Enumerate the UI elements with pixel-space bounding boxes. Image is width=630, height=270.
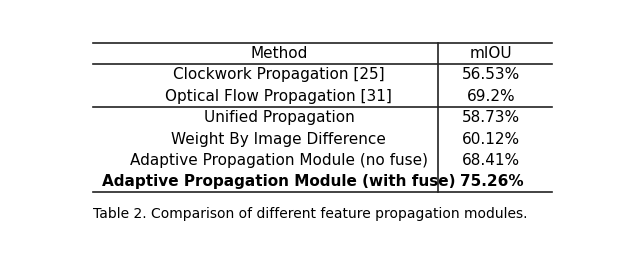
Text: 75.26%: 75.26% <box>459 174 523 189</box>
Text: 60.12%: 60.12% <box>462 131 520 147</box>
Text: Method: Method <box>250 46 307 61</box>
Text: Clockwork Propagation [25]: Clockwork Propagation [25] <box>173 68 385 82</box>
Text: 58.73%: 58.73% <box>462 110 520 125</box>
Text: 68.41%: 68.41% <box>462 153 520 168</box>
Text: 56.53%: 56.53% <box>462 68 520 82</box>
Text: Table 2. Comparison of different feature propagation modules.: Table 2. Comparison of different feature… <box>93 207 528 221</box>
Text: Optical Flow Propagation [31]: Optical Flow Propagation [31] <box>166 89 392 104</box>
Text: 69.2%: 69.2% <box>467 89 515 104</box>
Text: mIOU: mIOU <box>470 46 513 61</box>
Text: Weight By Image Difference: Weight By Image Difference <box>171 131 386 147</box>
Text: Adaptive Propagation Module (with fuse): Adaptive Propagation Module (with fuse) <box>102 174 455 189</box>
Text: Unified Propagation: Unified Propagation <box>203 110 354 125</box>
Text: Adaptive Propagation Module (no fuse): Adaptive Propagation Module (no fuse) <box>130 153 428 168</box>
